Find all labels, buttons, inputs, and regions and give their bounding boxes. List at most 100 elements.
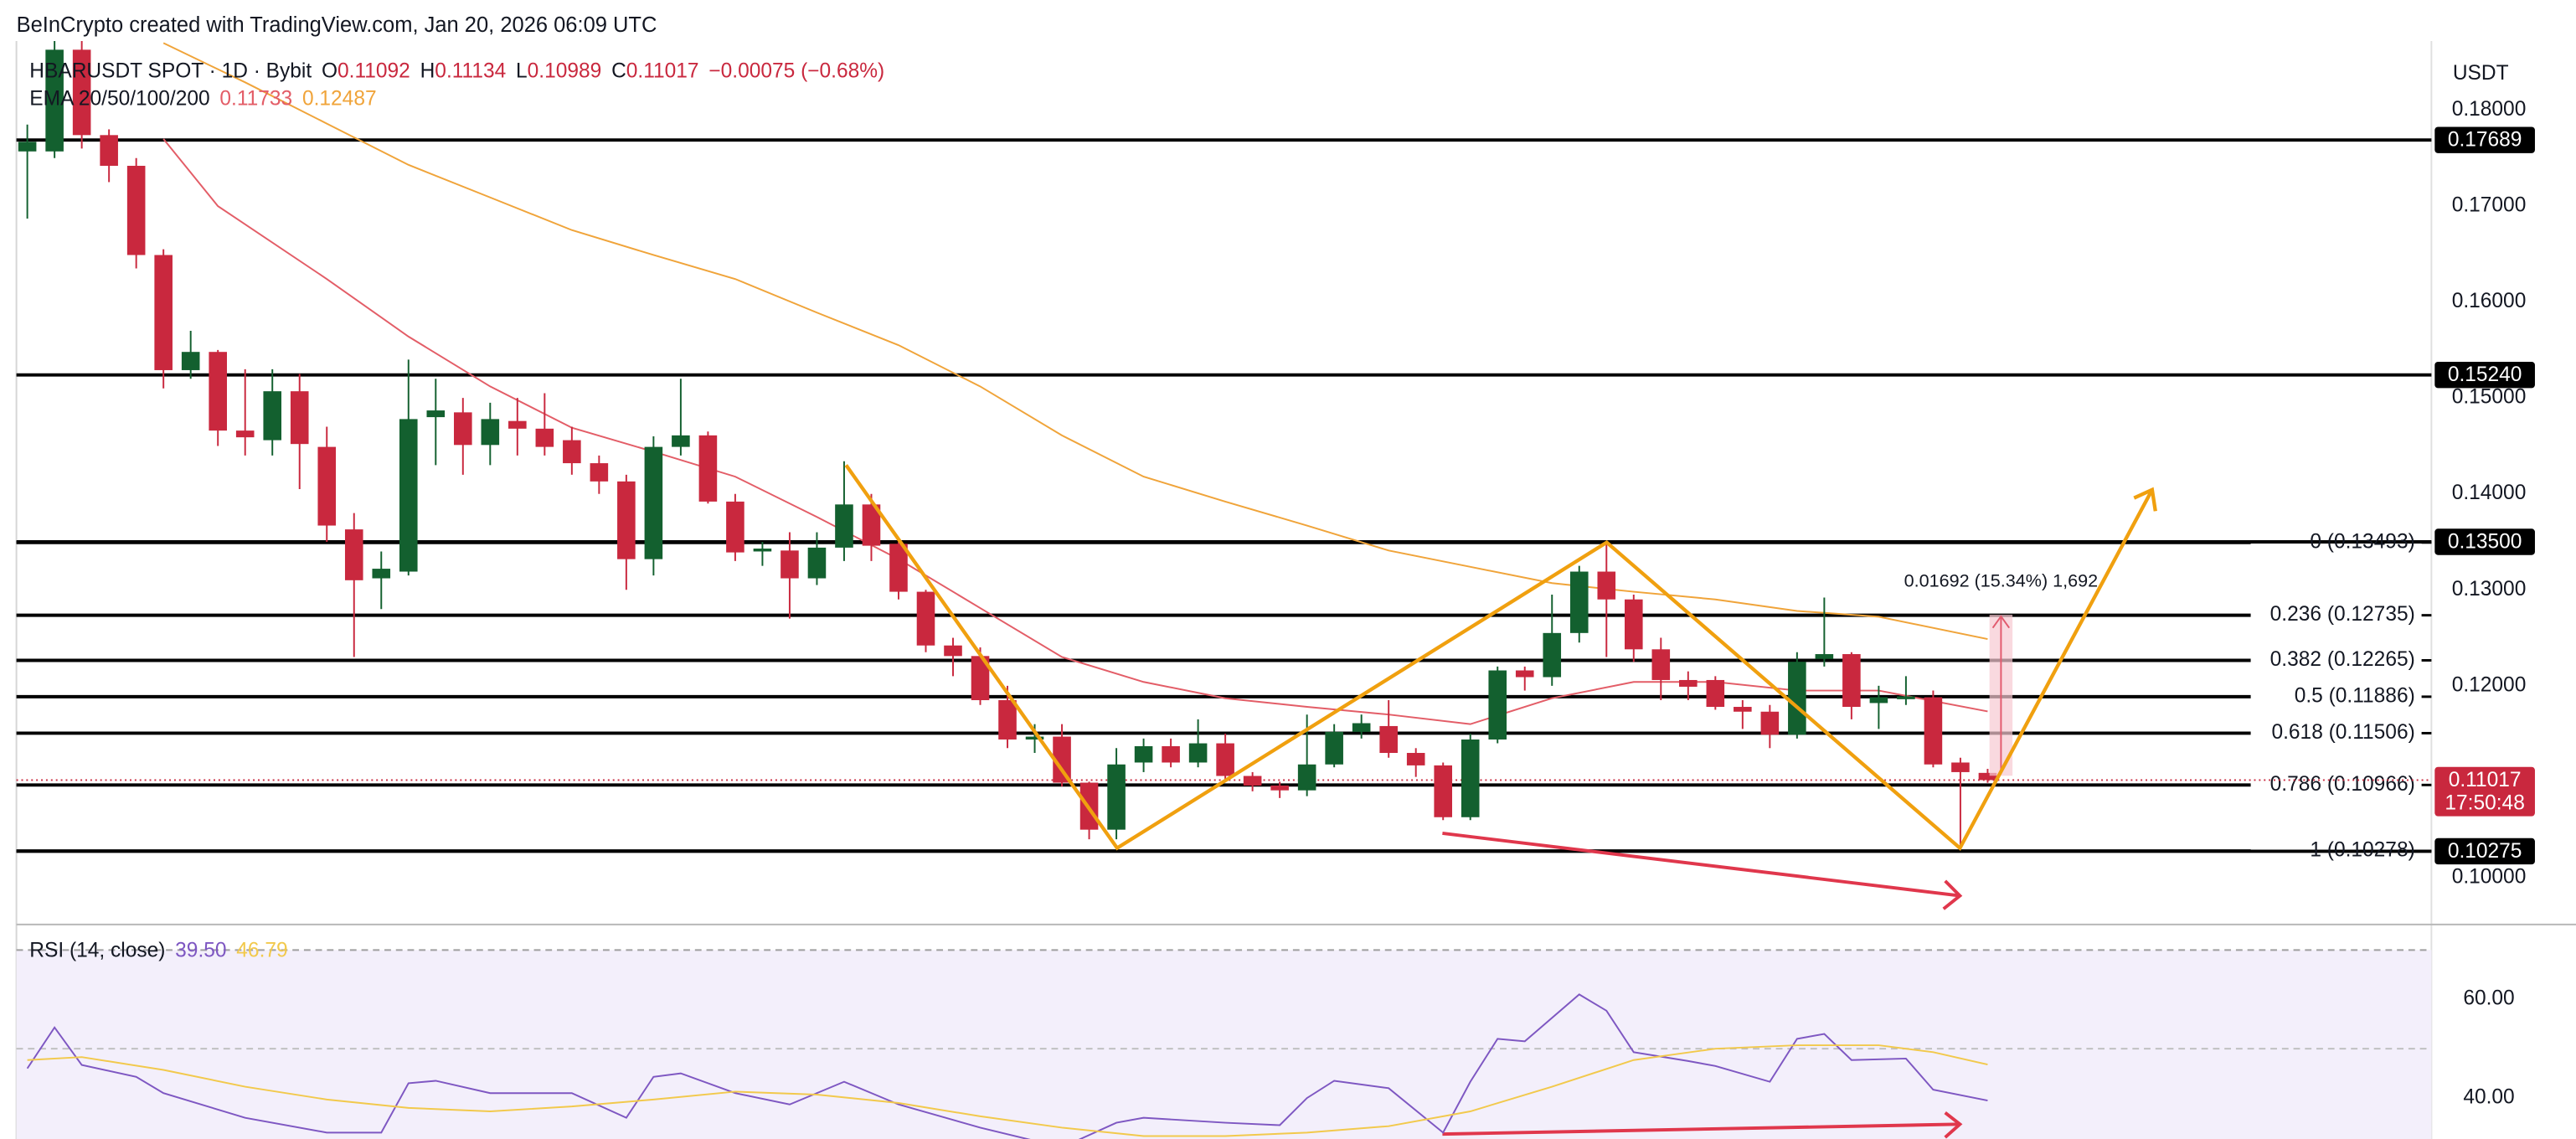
candle-body bbox=[45, 49, 64, 152]
candle-body bbox=[181, 352, 200, 370]
measure-label: 0.01692 (15.34%) 1,692 bbox=[1904, 570, 2099, 590]
candle-body bbox=[126, 165, 146, 255]
ohlc-value: 0.11092 bbox=[337, 60, 410, 83]
candle-body bbox=[617, 481, 636, 559]
candle-body bbox=[72, 49, 91, 136]
candle-body bbox=[1869, 697, 1888, 704]
candle-body bbox=[590, 463, 609, 482]
candle-body bbox=[1842, 654, 1861, 708]
candle-body bbox=[290, 391, 309, 445]
rsi-divergence-arrow bbox=[1442, 1122, 1960, 1136]
rsi-title: RSI (14, close) bbox=[29, 940, 165, 962]
candle-body bbox=[1107, 764, 1126, 830]
fib-label: 0.786 (0.10966) bbox=[2270, 773, 2415, 796]
measure-arrow-head bbox=[1991, 615, 2010, 629]
fib-label: 0.618 (0.11506) bbox=[2271, 721, 2414, 744]
legend-header: HBARUSDT SPOT · 1D · Bybit O0.11092 H0.111… bbox=[29, 60, 884, 83]
ema-legend: EMA 20/50/100/200 0.11733 0.12487 bbox=[29, 88, 376, 111]
ohlc-value: 0.11017 bbox=[626, 60, 699, 83]
candle-body bbox=[1188, 743, 1208, 763]
candle-body bbox=[535, 428, 554, 447]
candle-body bbox=[426, 410, 446, 418]
candle-body bbox=[1515, 670, 1534, 678]
candle-body bbox=[100, 135, 118, 166]
y-tick-label: 0.14000 bbox=[2452, 482, 2527, 504]
level-box bbox=[2434, 528, 2535, 555]
candle-body bbox=[889, 544, 908, 592]
y-tick-label: 0.15000 bbox=[2452, 386, 2527, 409]
candle-body bbox=[1216, 743, 1234, 776]
ema-value: 0.12487 bbox=[302, 88, 377, 111]
candle-body bbox=[835, 504, 853, 548]
divergence-arrow-head bbox=[1942, 879, 1963, 910]
rsi-ma-line bbox=[27, 1044, 1988, 1137]
candle-body bbox=[1815, 654, 1834, 659]
symbol: HBARUSDT SPOT · 1D · Bybit bbox=[29, 60, 312, 83]
rsi-ma-value: 46.79 bbox=[236, 940, 287, 962]
candle-body bbox=[1297, 764, 1316, 791]
last-price-box bbox=[2434, 766, 2535, 817]
candle-body bbox=[1053, 736, 1071, 783]
candle-body bbox=[1597, 571, 1616, 600]
candle-body bbox=[1706, 679, 1725, 708]
y-tick-label: 0.17000 bbox=[2452, 194, 2527, 217]
candle-body bbox=[344, 529, 363, 580]
candle-body bbox=[1270, 785, 1289, 791]
ohlc-value: 0.10989 bbox=[528, 60, 602, 83]
level-box bbox=[2434, 361, 2535, 389]
rsi-value: 39.50 bbox=[175, 940, 226, 962]
candle-body bbox=[1760, 711, 1780, 735]
candle-body bbox=[1379, 725, 1398, 754]
level-box-label: 0.13500 bbox=[2448, 530, 2522, 553]
candle-body bbox=[644, 446, 663, 559]
ema-value: 0.11733 bbox=[219, 88, 292, 111]
candle-body bbox=[481, 419, 500, 446]
candle-body bbox=[1734, 707, 1752, 712]
last-price-label: 0.11017 bbox=[2449, 769, 2522, 791]
level-box-label: 0.10275 bbox=[2448, 840, 2522, 863]
candle-body bbox=[563, 440, 581, 464]
fib-label: 0.382 (0.12265) bbox=[2270, 648, 2415, 671]
candle-body bbox=[1162, 745, 1180, 763]
candle-body bbox=[209, 352, 227, 431]
candle-body bbox=[1897, 696, 1915, 699]
ohlc-value: 0.11134 bbox=[435, 60, 506, 83]
pattern-line bbox=[844, 464, 2154, 852]
y-tick-label: 0.12000 bbox=[2452, 673, 2527, 696]
y-tick-label: 40.00 bbox=[2463, 1086, 2514, 1109]
candle-body bbox=[672, 435, 690, 447]
candle-body bbox=[781, 550, 799, 579]
candle-body bbox=[454, 412, 472, 446]
candle-body bbox=[372, 569, 391, 579]
candle-body bbox=[1651, 649, 1671, 680]
y-tick-label: 0.18000 bbox=[2452, 98, 2527, 121]
change: −0.00075 (−0.68%) bbox=[708, 60, 884, 83]
candle-body bbox=[1434, 765, 1452, 817]
candle-body bbox=[698, 435, 718, 502]
ohlc-label: O bbox=[322, 60, 337, 83]
rsi-pane bbox=[26, 993, 1988, 1139]
fib-label: 0 (0.13493) bbox=[2310, 530, 2414, 553]
candle-body bbox=[1406, 753, 1425, 765]
candle-body bbox=[263, 391, 282, 441]
pattern-arrow-head bbox=[2133, 487, 2157, 512]
candle-body bbox=[1569, 571, 1589, 633]
y-tick-label: 0.16000 bbox=[2452, 290, 2527, 312]
candle-body bbox=[1543, 632, 1562, 678]
level-box bbox=[2434, 838, 2535, 865]
level-box-label: 0.15240 bbox=[2448, 363, 2522, 386]
candle-body bbox=[1679, 679, 1698, 687]
price-boxes: 0.17689 0.15240 0.13500 0.10275 0.1101717:50… bbox=[2434, 126, 2535, 865]
candle-body bbox=[508, 420, 527, 429]
candle-body bbox=[154, 255, 173, 370]
candle-body bbox=[317, 446, 337, 526]
rsi-band bbox=[16, 950, 2432, 1139]
level-box-label: 0.17689 bbox=[2448, 129, 2522, 152]
candle-body bbox=[971, 656, 990, 701]
y-tick-label: 0.10000 bbox=[2452, 865, 2527, 888]
y-tick-label: 0.13000 bbox=[2452, 578, 2527, 600]
levels: 0 (0.13493) 0.236 (0.12735) 0.382 (0.12265… bbox=[16, 138, 2432, 862]
ohlc-label: L bbox=[516, 60, 528, 83]
